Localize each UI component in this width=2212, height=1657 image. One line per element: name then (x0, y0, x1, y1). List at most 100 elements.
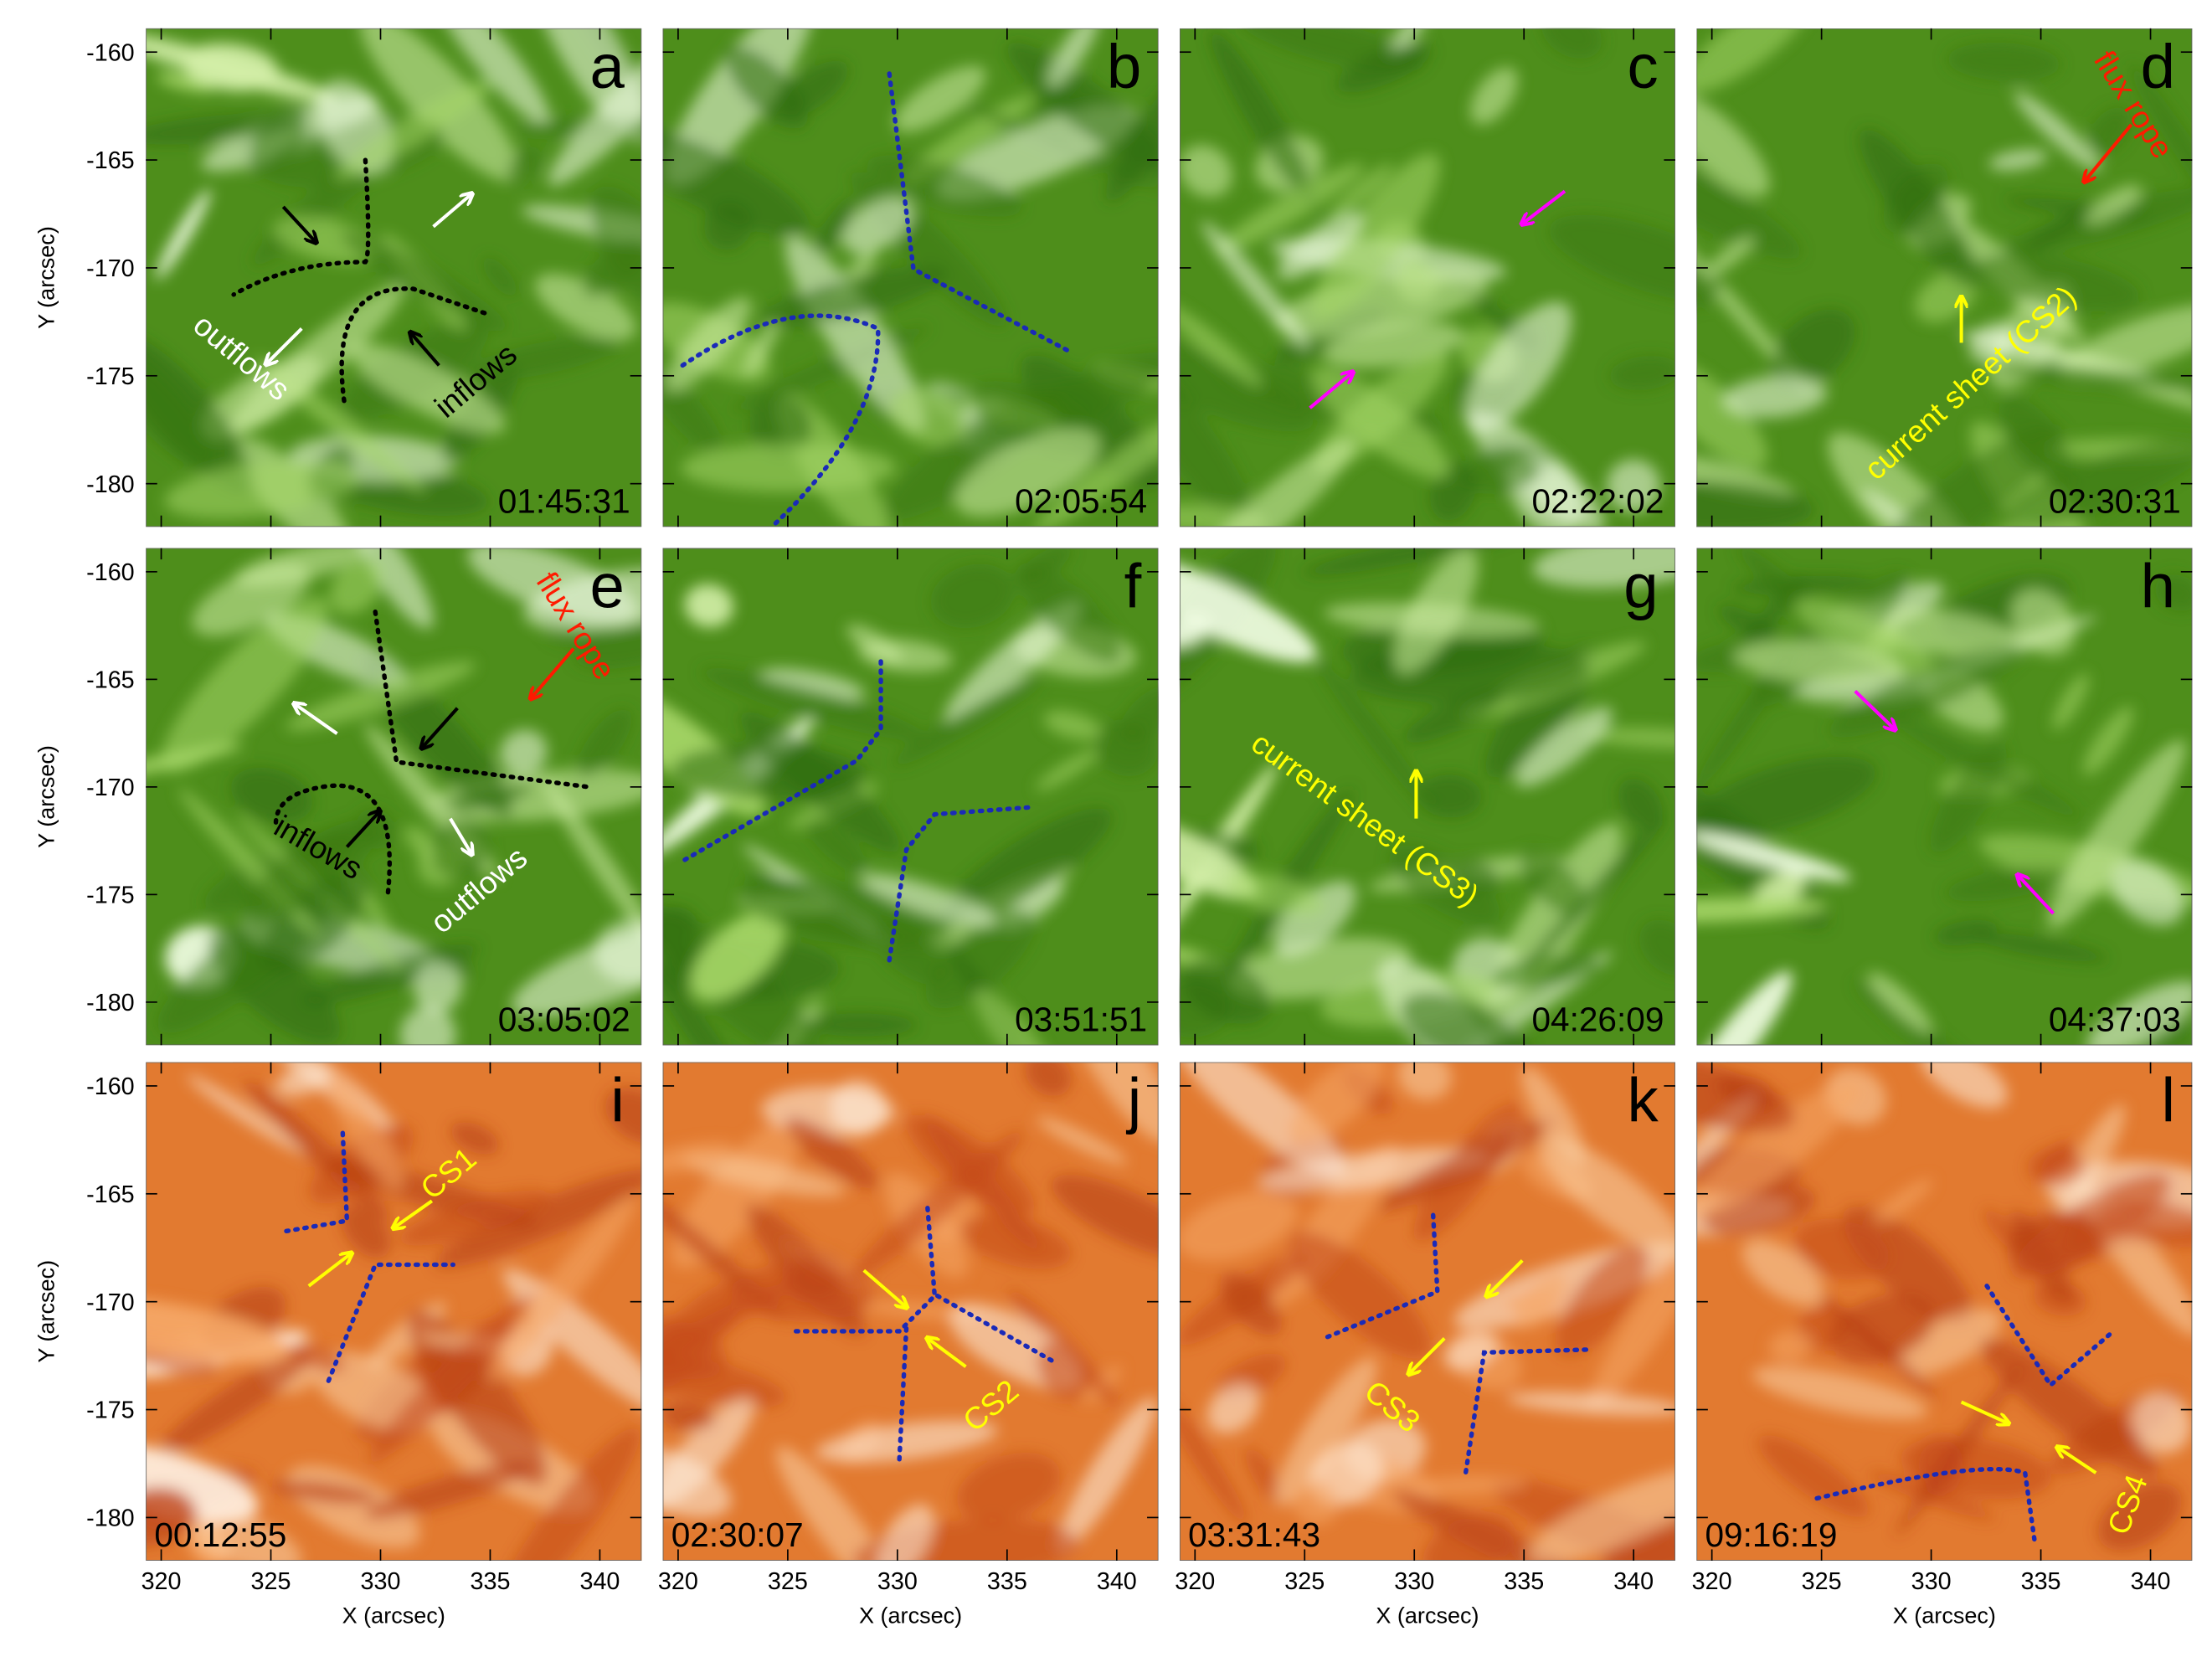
texture-blob (1400, 992, 1533, 1046)
arrow (1960, 1400, 2009, 1423)
texture-blob (956, 1452, 1061, 1522)
texture-blob (199, 355, 322, 440)
texture-blob (1506, 1392, 1675, 1417)
texture-blob (1696, 756, 1876, 837)
texture-blob (665, 297, 752, 392)
texture-blob (2084, 184, 2142, 224)
texture-blob (1402, 1475, 1527, 1495)
texture-blob (662, 126, 810, 237)
texture-blob (1245, 1448, 1283, 1505)
texture-blob (1934, 919, 1999, 946)
arrow (1522, 189, 1566, 224)
arrow (307, 1253, 352, 1288)
texture-blob (348, 342, 506, 434)
image-panel (146, 28, 642, 527)
y-tick-label: -165 (86, 667, 135, 694)
texture (146, 1062, 642, 1561)
texture-blob (784, 1116, 879, 1189)
texture-blob (482, 256, 517, 297)
texture-blob (1035, 392, 1159, 527)
y-tick-label: -160 (86, 39, 135, 66)
panel-letter: g (1623, 552, 1658, 621)
panel-letter: k (1627, 1066, 1659, 1135)
texture-blob (1768, 1330, 1813, 1362)
image-panel (146, 1062, 642, 1561)
texture-blob (1288, 1231, 1431, 1359)
texture-blob (433, 28, 551, 126)
texture-blob (430, 819, 491, 880)
y-tick-label: -170 (86, 255, 135, 282)
dotted-line (339, 286, 491, 404)
texture-blob (2086, 980, 2193, 1046)
texture-blob (1874, 1178, 1933, 1223)
texture-blob (684, 584, 733, 628)
texture-blob (2027, 1147, 2086, 1186)
texture-blob (1519, 849, 1587, 917)
texture-blob (923, 1117, 1041, 1252)
texture-blob (775, 1446, 904, 1561)
texture-blob (1696, 90, 1770, 197)
dotted-line (935, 1293, 1057, 1365)
y-tick-label: -170 (86, 1289, 135, 1316)
texture-blob (1311, 368, 1450, 479)
texture (1179, 548, 1675, 1046)
arrow (411, 333, 440, 367)
texture-blob (1696, 356, 1768, 469)
y-tick-label: -175 (86, 883, 135, 909)
texture-blob (1036, 1341, 1088, 1401)
panel-letter: h (2141, 552, 2175, 621)
texture-blob (368, 1294, 533, 1464)
texture-blob (1422, 1513, 1516, 1561)
x-axis-label: X (arcsec) (859, 1603, 962, 1628)
texture-blob (1388, 845, 1500, 925)
image-panel (662, 1062, 1159, 1561)
dotted-line (1814, 1466, 2038, 1546)
texture-blob (662, 1402, 716, 1432)
texture-blob (944, 601, 1082, 723)
texture-blob (1988, 281, 2073, 389)
texture-blob (1179, 347, 1256, 527)
dotted-line (1463, 1347, 1589, 1475)
arrow (2058, 1448, 2097, 1474)
texture-blob (1696, 480, 1814, 527)
x-axis-label: X (arcsec) (1893, 1603, 1996, 1628)
x-tick-label: 325 (1802, 1568, 1842, 1595)
texture-blob (352, 548, 434, 630)
texture-blob (155, 189, 211, 280)
timestamp: 02:30:07 (671, 1515, 804, 1554)
texture (1696, 28, 2193, 527)
texture-blob (1945, 866, 2068, 902)
texture-blob (189, 1510, 302, 1561)
texture-blob (335, 79, 494, 180)
image-panel (1179, 1062, 1675, 1561)
panels: a 01:45:31 b 02:05:54 c 02:22:02 d 02:30:31 e 03:… (146, 28, 2193, 1561)
texture-blob (1722, 375, 1828, 418)
texture-blob (954, 428, 1101, 517)
texture-blob (1919, 1062, 2008, 1109)
y-tick-label: -160 (86, 559, 135, 586)
texture-blob (159, 1348, 314, 1454)
arrow (295, 704, 338, 735)
texture-blob (731, 1263, 875, 1322)
texture-blob (505, 146, 541, 185)
texture-blob (270, 1479, 378, 1505)
timestamp: 03:31:43 (1188, 1515, 1320, 1554)
texture-blob (662, 1397, 754, 1508)
texture-blob (749, 395, 812, 458)
texture-blob (893, 65, 986, 132)
texture-blob (1464, 301, 1572, 433)
arrow (281, 205, 316, 242)
texture-blob (414, 961, 462, 1014)
texture-blob (1827, 432, 1979, 527)
texture-blob (2026, 206, 2093, 251)
texture-blob (802, 1012, 918, 1037)
texture-blob (548, 28, 642, 187)
texture-blob (164, 459, 360, 519)
texture-blob (806, 818, 868, 875)
texture-blob (1312, 153, 1441, 320)
texture-blob (1206, 1383, 1260, 1434)
texture-blob (1105, 59, 1159, 203)
texture-blob (1277, 212, 1364, 280)
texture-blob (303, 944, 479, 1006)
arrow (266, 327, 303, 363)
